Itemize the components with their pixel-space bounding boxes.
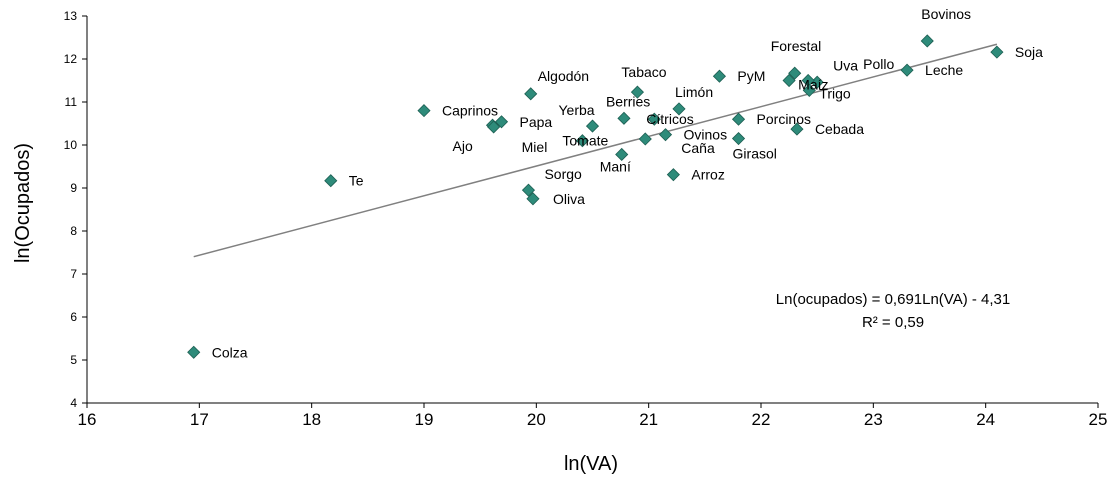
data-point-marker — [658, 128, 673, 142]
y-tick-label: 5 — [70, 353, 77, 367]
data-point-marker — [585, 119, 600, 133]
data-points — [187, 34, 1004, 359]
point-label: Maní — [600, 158, 631, 174]
x-tick-label: 17 — [190, 410, 209, 429]
point-label: Caprinos — [442, 103, 498, 119]
point-label: Bovinos — [921, 6, 971, 22]
point-label: Yerba — [559, 102, 595, 118]
point-labels: Bovinos Soja Forestal Uva Leche Pollo MaízTrig… — [212, 6, 1043, 360]
point-label: Forestal — [771, 38, 822, 54]
x-tick-label: 18 — [302, 410, 321, 429]
data-point-marker — [802, 83, 816, 97]
trendline-group — [193, 43, 998, 258]
point-label: Ajo — [453, 138, 473, 154]
point-label: Pollo — [863, 56, 894, 72]
data-point-marker — [790, 122, 804, 136]
point-label: Trigo — [819, 85, 851, 101]
data-point-marker — [615, 147, 629, 162]
point-label: Caña — [681, 140, 715, 156]
x-tick-label: 20 — [527, 410, 546, 429]
data-point-marker — [672, 102, 686, 116]
point-label: Girasol — [733, 146, 777, 162]
data-point-marker — [788, 66, 802, 80]
point-label: Arroz — [691, 167, 724, 183]
y-tick-label: 7 — [70, 267, 77, 281]
point-label: Soja — [1015, 44, 1043, 60]
data-point-marker — [521, 183, 536, 197]
y-tick-label: 8 — [70, 224, 77, 238]
data-point-marker — [187, 345, 201, 359]
point-label: Sorgo — [544, 166, 582, 182]
point-label: Tabaco — [621, 64, 666, 80]
point-label: Oliva — [553, 191, 585, 207]
y-tick-label: 6 — [70, 310, 77, 324]
data-point-marker — [731, 112, 746, 126]
point-label: Leche — [925, 62, 963, 78]
x-tick-label: 22 — [752, 410, 771, 429]
x-tick-label: 25 — [1089, 410, 1108, 429]
data-point-marker — [731, 131, 746, 146]
point-label: Cítricos — [646, 111, 693, 127]
data-point-marker — [524, 87, 538, 101]
x-tick-label: 24 — [976, 410, 995, 429]
y-axis-title: ln(Ocupados) — [12, 143, 34, 263]
point-label: Porcinos — [757, 111, 811, 127]
data-point-marker — [617, 111, 631, 125]
trendline-equation: Ln(ocupados) = 0,691Ln(VA) - 4,31 — [776, 291, 1010, 308]
y-tick-label: 9 — [70, 181, 77, 195]
data-point-marker — [575, 134, 589, 148]
data-point-marker — [324, 174, 338, 188]
point-label: Te — [349, 173, 364, 189]
point-label: Berries — [606, 93, 650, 109]
data-point-marker — [782, 73, 796, 88]
y-tick-label: 4 — [70, 396, 77, 410]
data-point-marker — [638, 132, 652, 146]
data-point-marker — [647, 112, 661, 126]
y-tick-label: 13 — [64, 9, 78, 23]
point-label: Colza — [212, 344, 248, 360]
y-tick-label: 10 — [64, 138, 78, 152]
data-point-marker — [417, 104, 431, 118]
point-label: Maíz — [798, 77, 828, 93]
point-label: Algodón — [538, 68, 589, 84]
y-tick-label: 11 — [65, 95, 78, 109]
data-point-marker — [920, 34, 934, 48]
point-label: PyM — [737, 68, 765, 84]
point-label: Tomate — [562, 133, 608, 149]
point-label: Cebada — [815, 121, 864, 137]
point-label: Uva — [833, 58, 858, 74]
point-label: Ovinos — [684, 127, 728, 143]
x-tick-label: 19 — [415, 410, 434, 429]
point-label: Papa — [520, 114, 553, 130]
point-label: Limón — [675, 84, 713, 100]
x-tick-label: 16 — [78, 410, 97, 429]
data-point-marker — [526, 192, 540, 206]
data-point-marker — [990, 45, 1004, 59]
x-axis-title: ln(VA) — [564, 453, 618, 475]
point-label: Miel — [522, 139, 548, 155]
trendline — [193, 43, 998, 258]
data-point-marker — [712, 69, 727, 83]
data-point-marker — [900, 63, 914, 77]
data-point-marker — [487, 120, 501, 134]
y-tick-label: 12 — [64, 52, 78, 66]
data-point-marker — [666, 168, 680, 182]
x-tick-label: 23 — [864, 410, 883, 429]
x-tick-label: 21 — [639, 410, 658, 429]
r-squared-label: R² = 0,59 — [862, 314, 924, 331]
data-point-marker — [630, 85, 644, 99]
axes: 4 5 6 7 8 9 10 11 12 13 16 17 18 19 20 21 22 23 24 25 — [64, 9, 1108, 429]
